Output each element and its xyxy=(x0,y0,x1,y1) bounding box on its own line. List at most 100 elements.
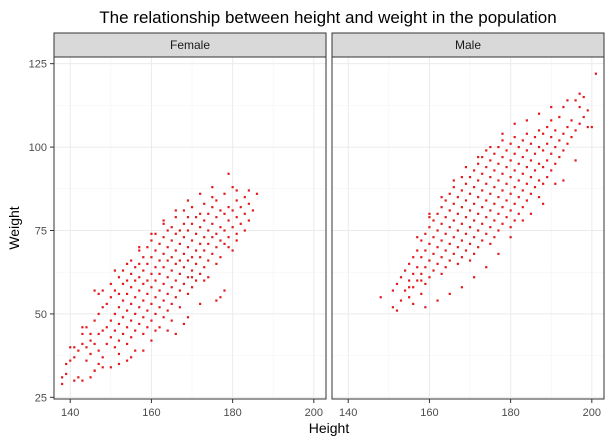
data-point xyxy=(509,236,512,239)
data-point xyxy=(215,199,218,202)
data-point xyxy=(509,176,512,179)
data-point xyxy=(497,212,500,215)
data-point xyxy=(134,296,137,299)
data-point xyxy=(203,236,206,239)
x-tick-label: 180 xyxy=(223,407,241,419)
data-point xyxy=(134,266,137,269)
data-point xyxy=(416,249,419,252)
data-point xyxy=(227,219,230,222)
data-point xyxy=(513,152,516,155)
data-point xyxy=(101,356,104,359)
data-point xyxy=(65,372,68,376)
y-axis: 25 50 75 100 125 xyxy=(29,59,54,404)
data-point xyxy=(138,276,141,279)
panel-background xyxy=(54,57,326,399)
data-point xyxy=(586,109,589,112)
data-point xyxy=(558,115,561,119)
data-point xyxy=(521,206,524,209)
data-point xyxy=(97,349,100,352)
x-tick-label: 200 xyxy=(583,407,601,419)
data-point xyxy=(513,122,516,125)
data-point xyxy=(521,155,524,159)
data-point xyxy=(227,172,230,175)
data-point xyxy=(89,339,92,342)
data-point xyxy=(424,249,427,252)
data-point xyxy=(134,329,137,332)
data-point xyxy=(472,202,476,205)
data-point xyxy=(537,145,541,149)
data-point xyxy=(101,366,104,369)
data-point xyxy=(138,249,141,252)
data-point xyxy=(174,296,177,299)
data-point xyxy=(472,219,476,222)
data-point xyxy=(570,119,573,122)
data-point xyxy=(73,379,76,382)
data-point xyxy=(424,266,427,269)
data-point xyxy=(452,202,455,205)
data-point xyxy=(174,232,177,235)
data-point xyxy=(452,252,455,255)
data-point xyxy=(517,145,520,149)
data-point xyxy=(194,262,198,265)
data-point xyxy=(582,115,585,119)
data-point xyxy=(550,105,553,109)
data-point xyxy=(566,125,569,129)
y-axis-title: Weight xyxy=(6,206,22,249)
data-point xyxy=(174,249,177,252)
data-point xyxy=(190,256,194,259)
data-point xyxy=(146,246,149,249)
data-point xyxy=(203,249,206,252)
data-point xyxy=(529,159,533,162)
data-point xyxy=(428,212,431,215)
data-point xyxy=(424,232,427,235)
data-point xyxy=(525,166,528,169)
data-point xyxy=(105,342,108,346)
data-point xyxy=(513,219,516,222)
x-axis-title: Height xyxy=(309,420,350,436)
data-point xyxy=(69,359,72,362)
data-point xyxy=(81,342,84,346)
data-point xyxy=(529,192,533,195)
data-point xyxy=(501,222,504,225)
data-point xyxy=(570,135,573,139)
data-point xyxy=(395,309,399,312)
y-tick-label: 25 xyxy=(35,392,47,404)
data-point xyxy=(211,222,214,225)
data-point xyxy=(477,179,480,182)
data-point xyxy=(493,236,496,239)
data-point xyxy=(109,296,112,299)
y-tick-label: 100 xyxy=(29,142,47,154)
data-point xyxy=(190,286,194,289)
data-point xyxy=(481,222,484,225)
data-point xyxy=(154,296,157,299)
panel-background xyxy=(332,57,604,399)
data-point xyxy=(219,226,222,229)
data-point xyxy=(477,246,480,249)
data-point xyxy=(125,309,129,312)
data-point xyxy=(182,222,186,225)
data-point xyxy=(93,319,96,322)
data-point xyxy=(117,276,121,279)
data-point xyxy=(73,346,76,349)
data-point xyxy=(460,206,464,209)
data-point xyxy=(146,279,149,282)
data-point xyxy=(117,292,121,295)
x-tick-label: 180 xyxy=(501,407,519,419)
data-point xyxy=(554,182,557,185)
data-point xyxy=(501,172,504,175)
data-point xyxy=(186,199,190,202)
data-point xyxy=(113,269,116,272)
data-point xyxy=(170,319,173,322)
data-point xyxy=(497,229,500,232)
data-point xyxy=(497,179,500,182)
data-point xyxy=(513,169,516,172)
data-point xyxy=(452,219,455,222)
data-point xyxy=(525,119,528,122)
data-point xyxy=(472,236,476,239)
data-point xyxy=(542,182,545,185)
data-point xyxy=(432,269,435,272)
data-point xyxy=(170,239,173,242)
data-point xyxy=(166,292,169,295)
data-point xyxy=(452,236,455,239)
data-point xyxy=(432,252,435,255)
